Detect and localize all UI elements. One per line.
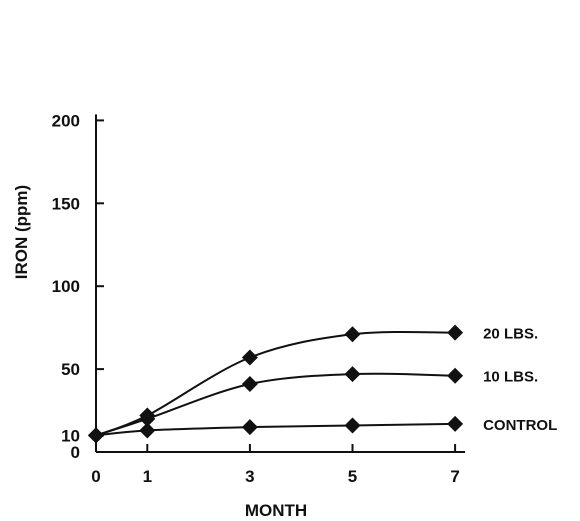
y-tick-label: 10 xyxy=(61,426,80,445)
marker-10-lbs xyxy=(139,410,156,427)
marker-control xyxy=(447,415,464,432)
series-label-control: CONTROL xyxy=(483,417,557,434)
marker-control xyxy=(88,427,104,444)
marker-20-lbs xyxy=(447,324,464,341)
marker-10-lbs xyxy=(241,376,258,393)
x-tick-label: 3 xyxy=(245,467,254,486)
x-tick-label: 0 xyxy=(91,467,100,486)
series-label-20-lbs: 20 LBS. xyxy=(483,326,538,343)
y-axis-label: IRON (ppm) xyxy=(12,185,31,279)
x-tick-label: 7 xyxy=(450,467,459,486)
marker-20-lbs xyxy=(241,349,258,366)
x-axis-label: MONTH xyxy=(245,501,307,520)
y-tick-label: 200 xyxy=(52,111,80,130)
data-markers xyxy=(88,324,464,444)
x-tick-label: 5 xyxy=(348,467,357,486)
marker-20-lbs xyxy=(344,326,361,343)
y-tick-label: 100 xyxy=(52,277,80,296)
y-tick-label: 0 xyxy=(71,443,80,462)
marker-10-lbs xyxy=(344,366,361,383)
marker-control xyxy=(344,417,361,434)
y-tick-label: 150 xyxy=(52,194,80,213)
y-tick-label: 50 xyxy=(61,360,80,379)
series-labels: 20 LBS. 10 LBS. CONTROL xyxy=(483,326,557,434)
marker-control xyxy=(139,422,156,439)
marker-10-lbs xyxy=(447,367,464,384)
x-tick-label: 1 xyxy=(143,467,152,486)
series-label-10-lbs: 10 LBS. xyxy=(483,369,538,386)
marker-control xyxy=(241,419,258,436)
